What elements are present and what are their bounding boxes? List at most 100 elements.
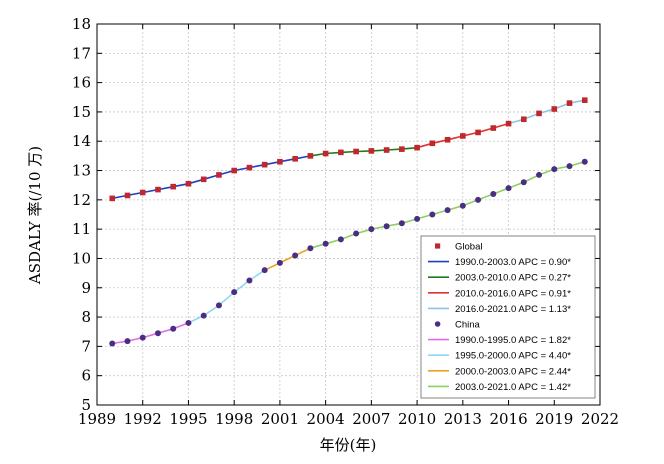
legend-label: China	[455, 320, 481, 331]
x-tick-label: 1989	[78, 410, 116, 428]
china-point	[536, 171, 543, 178]
x-tick-label: 1992	[124, 410, 162, 428]
y-tick-label: 6	[81, 367, 91, 385]
china-point	[490, 190, 497, 197]
legend-label: 2000.0-2003.0 APC = 2.44*	[455, 366, 571, 377]
china-point	[276, 259, 283, 266]
y-tick-label: 9	[81, 279, 91, 297]
china-point	[581, 158, 588, 165]
china-point	[292, 252, 299, 259]
y-tick-label: 18	[72, 15, 91, 33]
china-point	[383, 223, 390, 230]
trend-segment-china-2000-2003	[264, 247, 311, 271]
china-point	[444, 207, 451, 214]
y-tick-label: 11	[72, 220, 91, 238]
y-tick-label: 10	[72, 249, 91, 267]
plot-frame	[96, 23, 601, 406]
global-point	[353, 148, 359, 155]
global-point	[475, 129, 481, 136]
global-point	[292, 156, 298, 162]
global-point	[261, 161, 268, 168]
china-point	[398, 220, 405, 227]
china-point	[520, 179, 527, 186]
x-tick-label: 1998	[215, 410, 253, 428]
china-point	[215, 302, 222, 309]
global-point	[414, 144, 420, 151]
x-tick-labels: 1989 1992 1995 1998 2001 2004 2007 2010 2013 2016…	[78, 410, 619, 428]
china-point	[551, 166, 558, 173]
legend-marker-square	[435, 243, 441, 249]
china-point	[459, 202, 466, 209]
y-tick-label: 5	[81, 396, 91, 414]
global-point	[200, 176, 207, 183]
global-point	[520, 116, 527, 123]
y-axis-title: ASDALY 率(/10 万)	[26, 146, 44, 285]
global-point	[231, 167, 237, 174]
china-point	[124, 338, 131, 345]
legend-label: 2003.0-2021.0 APC = 1.42*	[455, 382, 571, 393]
china-point	[231, 289, 238, 296]
global-point	[170, 183, 177, 190]
china-point	[368, 226, 375, 233]
china-point	[337, 236, 344, 243]
y-tick-label: 8	[81, 308, 91, 326]
global-point	[322, 150, 329, 157]
china-point	[154, 330, 161, 337]
y-tick-labels: 5 6 7 8 9 10 11 12 13 14 15 16 17 18	[72, 15, 91, 414]
x-tick-label: 2007	[352, 410, 390, 428]
china-point	[185, 319, 192, 326]
x-tick-label: 2016	[489, 410, 527, 428]
legend-label: 2016.0-2021.0 APC = 1.13*	[455, 304, 571, 315]
global-point	[124, 192, 131, 199]
legend-label: 1995.0-2000.0 APC = 4.40*	[455, 351, 571, 362]
data-points	[109, 97, 588, 347]
china-point	[200, 312, 207, 319]
x-tick-label: 1995	[169, 410, 207, 428]
global-point	[139, 189, 146, 196]
legend-box	[420, 235, 596, 399]
china-point	[109, 340, 116, 347]
global-point	[307, 153, 314, 159]
global-point	[155, 186, 161, 193]
global-point	[566, 100, 573, 106]
legend-label: 2003.0-2010.0 APC = 0.27*	[455, 273, 571, 284]
global-point	[581, 97, 588, 103]
y-tick-label: 14	[72, 132, 91, 150]
global-point	[368, 148, 375, 154]
global-point	[460, 133, 466, 139]
global-point	[551, 106, 558, 112]
x-tick-label: 2010	[398, 410, 436, 428]
tick-marks	[96, 23, 601, 406]
china-point	[170, 325, 177, 332]
global-point	[444, 136, 451, 143]
y-tick-label: 17	[72, 44, 91, 62]
global-point	[490, 125, 497, 131]
legend: Global 1990.0-2003.0 APC = 0.90* 2003.0-20…	[420, 235, 596, 399]
legend-marker-circle	[434, 321, 441, 327]
legend-label: 2010.0-2016.0 APC = 0.91*	[455, 288, 571, 299]
china-point	[475, 196, 482, 203]
china-point	[261, 267, 268, 274]
legend-label: 1990.0-1995.0 APC = 1.82*	[455, 335, 571, 346]
china-point	[353, 230, 360, 237]
x-tick-label: 2013	[444, 410, 482, 428]
x-tick-label: 2001	[261, 410, 299, 428]
y-tick-label: 16	[72, 74, 91, 92]
global-point	[429, 140, 436, 147]
x-tick-label: 2022	[581, 410, 619, 428]
x-tick-label: 2004	[307, 410, 345, 428]
china-point	[414, 215, 421, 222]
china-point	[566, 163, 573, 170]
y-tick-label: 15	[72, 103, 91, 121]
y-tick-label: 7	[81, 337, 91, 355]
legend-label: 1990.0-2003.0 APC = 0.90*	[455, 257, 571, 268]
china-point	[322, 240, 329, 247]
global-point	[277, 158, 283, 165]
global-point	[383, 147, 390, 153]
legend-label: Global	[455, 242, 482, 253]
x-axis-title: 年份(年)	[320, 436, 377, 454]
global-point	[216, 172, 222, 178]
china-point	[429, 211, 436, 218]
global-point	[399, 146, 405, 152]
china-point	[307, 245, 314, 252]
